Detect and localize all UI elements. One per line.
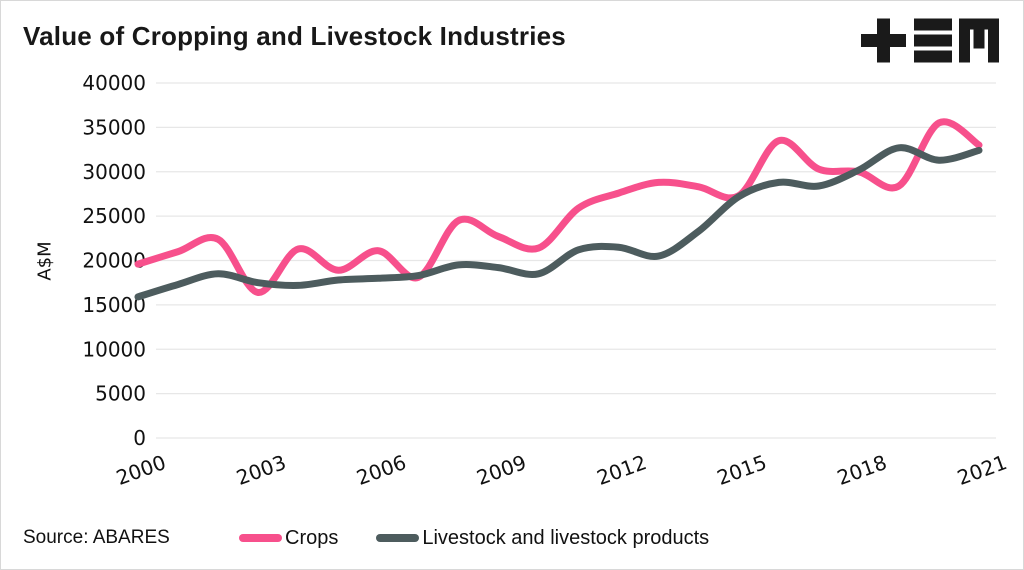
legend-label: Crops	[285, 526, 339, 549]
plus-icon	[861, 18, 906, 63]
triple-bar-icon	[914, 18, 952, 63]
x-tick-label: 2000	[113, 450, 169, 490]
y-tick-label: 0	[133, 426, 146, 450]
y-tick-label: 10000	[82, 337, 146, 361]
series-line-crops	[134, 118, 983, 296]
x-tick-label: 2018	[834, 450, 890, 490]
legend-item-livestock: Livestock and livestock products	[376, 527, 709, 550]
x-tick-label: 2012	[594, 450, 650, 490]
legend-label: Livestock and livestock products	[422, 526, 710, 549]
legend-item-crops: Crops	[239, 527, 338, 550]
y-tick-label: 35000	[82, 115, 146, 139]
y-tick-label: 5000	[95, 382, 146, 406]
y-tick-label: 20000	[82, 249, 146, 273]
page-title: Value of Cropping and Livestock Industri…	[23, 21, 566, 51]
m-block-icon	[959, 18, 999, 63]
x-tick-label: 2003	[233, 450, 289, 490]
legend: Crops Livestock and livestock products	[239, 523, 709, 553]
x-tick-label: 2021	[954, 450, 1010, 490]
y-tick-label: 30000	[82, 160, 146, 184]
x-tick-label: 2009	[473, 450, 529, 490]
series-line-livestock	[134, 144, 983, 301]
x-tick-label: 2015	[714, 450, 770, 490]
x-tick-label: 2006	[353, 450, 409, 490]
y-tick-label: 25000	[82, 204, 146, 228]
legend-swatch	[376, 534, 420, 542]
source-note: Source: ABARES	[23, 527, 170, 548]
tem-logo-icon	[861, 18, 999, 63]
y-tick-label: 40000	[82, 71, 146, 95]
chart-footer: Source: ABARES Crops Livestock and livest…	[1, 523, 1023, 553]
legend-swatch	[239, 534, 282, 542]
